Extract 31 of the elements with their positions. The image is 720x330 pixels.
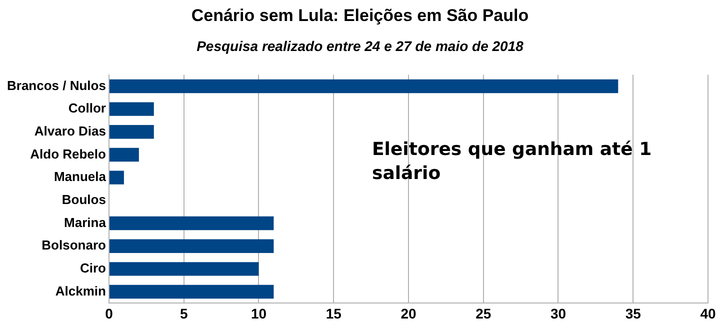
x-tick-label: 35 — [625, 305, 642, 322]
chart-title: Cenário sem Lula: Eleições em São Paulo — [190, 6, 530, 26]
y-tick-label: Ciro — [80, 260, 106, 276]
y-tick-label: Collor — [68, 100, 106, 116]
chart-subtitle: Pesquisa realizado entre 24 e 27 de maio de 2018 — [196, 38, 524, 54]
x-tick-label: 10 — [250, 305, 267, 322]
bar — [109, 79, 618, 94]
y-tick-label: Brancos / Nulos — [7, 78, 106, 93]
x-tick-label: 25 — [476, 305, 492, 322]
y-tick-label: Alvaro Dias — [34, 123, 106, 138]
y-tick-label: Alckmin — [55, 283, 106, 298]
y-tick-label: Aldo Rebelo — [30, 146, 106, 162]
x-tick-label: 5 — [180, 305, 188, 322]
x-tick-label: 30 — [550, 305, 566, 322]
bar — [109, 284, 274, 299]
y-tick-label: Manuela — [54, 169, 107, 184]
x-tick-label: 0 — [105, 305, 114, 322]
bar — [109, 148, 139, 162]
bar — [109, 262, 259, 276]
bar — [109, 102, 154, 116]
bar — [109, 125, 154, 139]
bar — [109, 216, 274, 230]
annotation: Eleitores que ganham até 1 salário — [372, 138, 653, 186]
y-tick-label: Boulos — [62, 192, 106, 207]
x-tick-label: 20 — [400, 305, 416, 322]
bar — [109, 239, 274, 253]
x-tick-label: 15 — [326, 305, 342, 322]
bar — [109, 170, 124, 184]
y-tick-label: Marina — [64, 214, 107, 230]
x-tick-label: 40 — [700, 305, 716, 322]
y-tick-label: Bolsonaro — [42, 238, 106, 253]
